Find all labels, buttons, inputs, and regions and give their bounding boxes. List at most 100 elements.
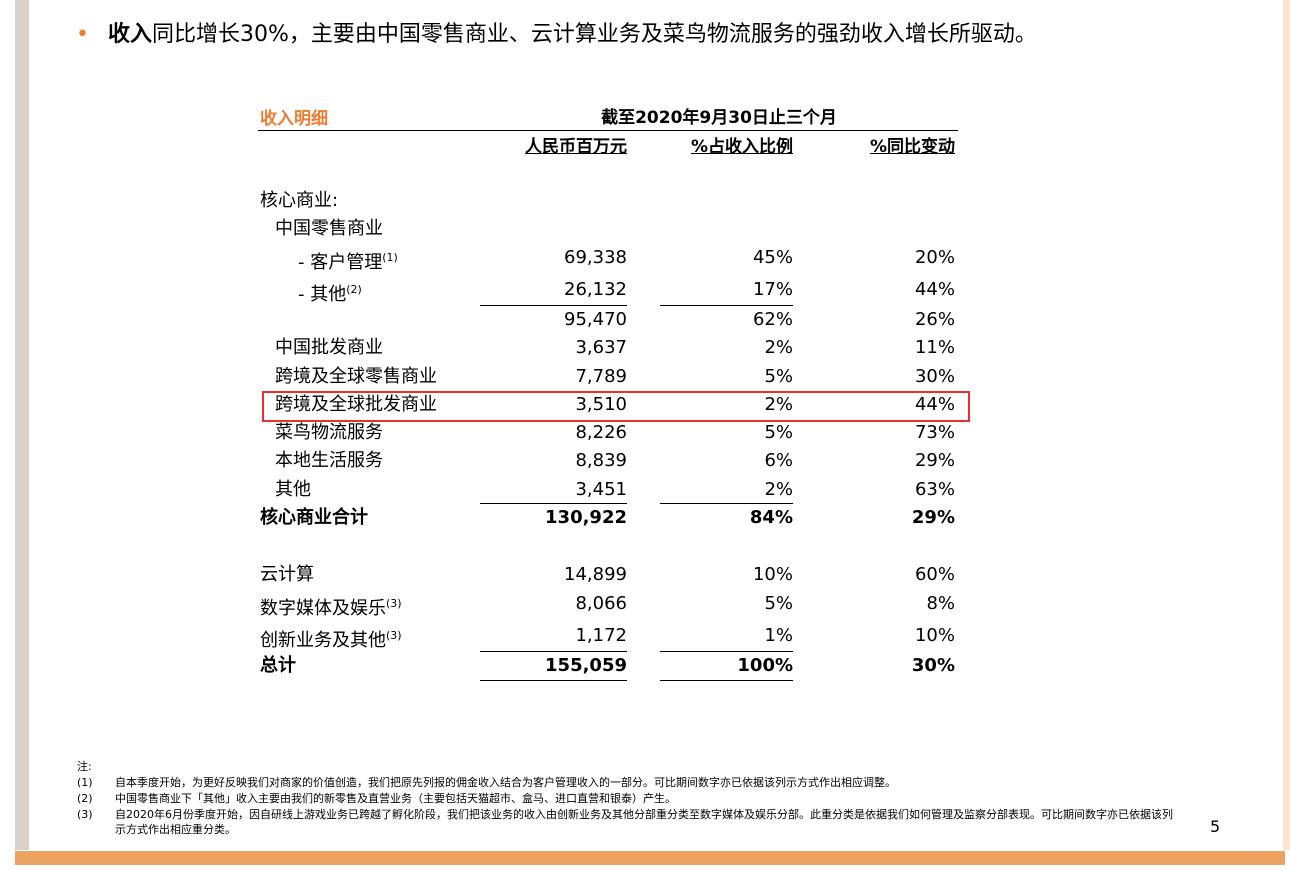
cell-value: 8,066: [575, 593, 627, 614]
row-label: - 其他(2): [298, 279, 362, 305]
row-label: 本地生活服务: [275, 450, 383, 472]
cell-value: 45%: [752, 247, 793, 268]
label-text: 跨境及全球批发商业: [275, 394, 437, 415]
cell-value: 100%: [737, 655, 793, 676]
cell-value: 130,922: [545, 507, 627, 528]
cell-value: 2%: [764, 337, 793, 358]
underline: [480, 680, 627, 681]
cell-value: 8%: [926, 593, 955, 614]
row-label: 创新业务及其他(3): [260, 625, 402, 651]
row-label: 总计: [260, 655, 296, 677]
cell-value: 26,132: [564, 279, 627, 300]
label-text: 数字媒体及娱乐: [260, 598, 386, 619]
cell-value: 11%: [914, 337, 955, 358]
note-text: 自本季度开始，为更好反映我们对商家的价值创造，我们把原先列报的佣金收入结合为客户…: [115, 776, 896, 789]
page-number: 5: [1210, 817, 1221, 836]
note-marker: (2): [77, 792, 93, 805]
column-header: %占收入比例: [690, 137, 793, 157]
notes-title: 注:: [77, 760, 92, 773]
label-text: - 其他: [298, 284, 347, 305]
footnote-ref: (1): [382, 251, 398, 264]
bullet-bold: 收入: [108, 22, 153, 47]
cell-value: 5%: [764, 422, 793, 443]
cell-value: 20%: [914, 247, 955, 268]
cell-value: 30%: [914, 366, 955, 387]
table-title: 收入明细: [260, 109, 328, 129]
cell-value: 3,637: [575, 337, 627, 358]
header-rule: [258, 130, 958, 131]
right-bar: [1283, 0, 1290, 850]
label-text: 本地生活服务: [275, 450, 383, 471]
cell-value: 1,172: [575, 625, 627, 646]
row-label: 其他: [275, 479, 311, 501]
underline: [480, 503, 627, 504]
label-text: 其他: [275, 479, 311, 500]
note-text: 自2020年6月份季度开始，因自研线上游戏业务已跨越了孵化阶段，我们把该业务的收…: [115, 808, 1173, 836]
cell-value: 44%: [914, 279, 955, 300]
bullet: 收入同比增长30%，主要由中国零售商业、云计算业务及菜鸟物流服务的强劲收入增长所…: [108, 20, 1037, 50]
cell-value: 30%: [911, 655, 955, 676]
bullet-text: 同比增长30%，主要由中国零售商业、云计算业务及菜鸟物流服务的强劲收入增长所驱动…: [152, 22, 1037, 47]
cell-value: 7,789: [575, 366, 627, 387]
label-text: 云计算: [260, 564, 314, 585]
underline: [480, 305, 627, 306]
footnote-ref: (2): [346, 283, 362, 296]
footnote-ref: (3): [386, 597, 402, 610]
row-label: 云计算: [260, 564, 314, 586]
cell-value: 2%: [764, 394, 793, 415]
cell-value: 62%: [752, 309, 793, 330]
label-text: 核心商业合计: [260, 507, 368, 528]
label-text: 中国批发商业: [275, 337, 383, 358]
label-text: 菜鸟物流服务: [275, 422, 383, 443]
label-text: - 客户管理: [298, 252, 383, 273]
cell-value: 95,470: [564, 309, 627, 330]
cell-value: 8,226: [575, 422, 627, 443]
period-header: 截至2020年9月30日止三个月: [601, 108, 837, 128]
row-label: - 客户管理(1): [298, 247, 398, 273]
left-bar: [15, 0, 29, 850]
underline: [660, 503, 793, 504]
row-label: 中国批发商业: [275, 337, 383, 359]
row-label: 中国零售商业: [275, 218, 383, 240]
row-label: 核心商业:: [260, 190, 338, 212]
label-text: 总计: [260, 655, 296, 676]
cell-value: 73%: [914, 422, 955, 443]
cell-value: 1%: [764, 625, 793, 646]
cell-value: 29%: [914, 450, 955, 471]
cell-value: 60%: [914, 564, 955, 585]
row-label: 跨境及全球零售商业: [275, 366, 437, 388]
cell-value: 17%: [752, 279, 793, 300]
underline: [660, 680, 793, 681]
cell-value: 2%: [764, 479, 793, 500]
column-header: 人民币百万元: [525, 137, 627, 157]
cell-value: 69,338: [564, 247, 627, 268]
label-text: 创新业务及其他: [260, 630, 386, 651]
cell-value: 155,059: [545, 655, 627, 676]
cell-value: 63%: [914, 479, 955, 500]
footnote-ref: (3): [386, 629, 402, 642]
cell-value: 6%: [764, 450, 793, 471]
column-header: %同比变动: [869, 137, 955, 157]
cell-value: 44%: [914, 394, 955, 415]
label-text: 核心商业:: [260, 190, 339, 211]
row-label: 核心商业合计: [260, 507, 368, 529]
cell-value: 10%: [752, 564, 793, 585]
note-marker: (1): [77, 776, 93, 789]
cell-value: 5%: [764, 593, 793, 614]
cell-value: 8,839: [575, 450, 627, 471]
cell-value: 5%: [764, 366, 793, 387]
row-label: 跨境及全球批发商业: [275, 394, 437, 416]
underline: [480, 651, 627, 652]
underline: [660, 651, 793, 652]
underline: [660, 305, 793, 306]
label-text: 跨境及全球零售商业: [275, 366, 437, 387]
highlight-box: [262, 391, 970, 422]
note-text: 中国零售商业下「其他」收入主要由我们的新零售及直营业务（主要包括天猫超市、盒马、…: [115, 792, 676, 805]
cell-value: 10%: [914, 625, 955, 646]
cell-value: 84%: [749, 507, 793, 528]
note-marker: (3): [77, 808, 93, 821]
label-text: 中国零售商业: [275, 218, 383, 239]
bullet-dot: •: [76, 22, 89, 47]
cell-value: 26%: [914, 309, 955, 330]
